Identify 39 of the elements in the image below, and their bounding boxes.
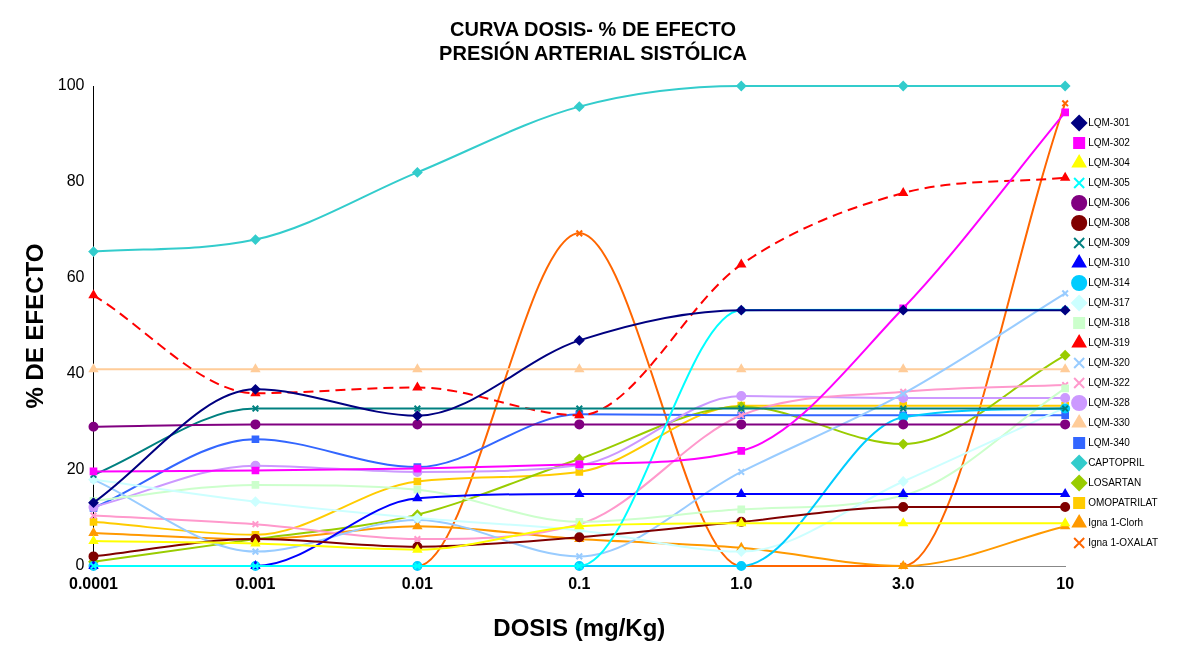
legend-label: Igna 1-Clorh (1088, 516, 1144, 528)
text: CURVA DOSIS- % DE EFECTO (450, 17, 736, 40)
legend-label: LQM-320 (1088, 356, 1131, 368)
legend-label: LQM-302 (1088, 136, 1131, 148)
x-tick-label: 3.0 (892, 575, 915, 593)
legend-label: LOSARTAN (1088, 476, 1142, 488)
legend-label: LQM-322 (1088, 376, 1131, 388)
legend-label: LQM-330 (1088, 416, 1131, 428)
y-tick-label: 20 (66, 460, 85, 478)
legend-label: CAPTOPRIL (1088, 456, 1146, 468)
legend-label: LQM-317 (1088, 296, 1131, 308)
x-tick-label: 1.0 (730, 575, 753, 593)
legend-label: LQM-304 (1088, 156, 1131, 168)
legend-label: LQM-308 (1088, 216, 1131, 228)
x-tick-label: 0.01 (401, 575, 434, 593)
y-tick-label: 80 (66, 172, 85, 190)
legend-label: LQM-319 (1088, 336, 1131, 348)
legend-label: LQM-306 (1088, 196, 1131, 208)
y-tick-label: 100 (57, 76, 85, 94)
y-tick-label: 60 (66, 268, 85, 286)
legend-label: OMOPATRILAT (1088, 496, 1158, 508)
legend-label: Igna 1-OXALAT (1088, 536, 1159, 548)
legend-label: LQM-310 (1088, 256, 1131, 268)
legend-label: LQM-318 (1088, 316, 1131, 328)
legend-label: LQM-314 (1088, 276, 1131, 288)
y-tick-label: 0 (75, 556, 85, 574)
y-tick-label: 40 (66, 364, 85, 382)
legend-label: LQM-328 (1088, 396, 1131, 408)
x-tick-label: 0.1 (568, 575, 591, 593)
legend-label: LQM-305 (1088, 176, 1131, 188)
text: PRESIÓN ARTERIAL SISTÓLICA (439, 41, 747, 64)
y-axis-title: % DE EFECTO (21, 243, 49, 409)
legend-label: LQM-301 (1088, 116, 1131, 128)
x-tick-label: 0.001 (235, 575, 276, 593)
x-tick-label: 10 (1056, 575, 1075, 593)
legend-label: LQM-309 (1088, 236, 1131, 248)
x-tick-label: 0.0001 (69, 575, 119, 593)
legend-label: LQM-340 (1088, 436, 1131, 448)
x-axis-title: DOSIS (mg/Kg) (493, 614, 666, 642)
